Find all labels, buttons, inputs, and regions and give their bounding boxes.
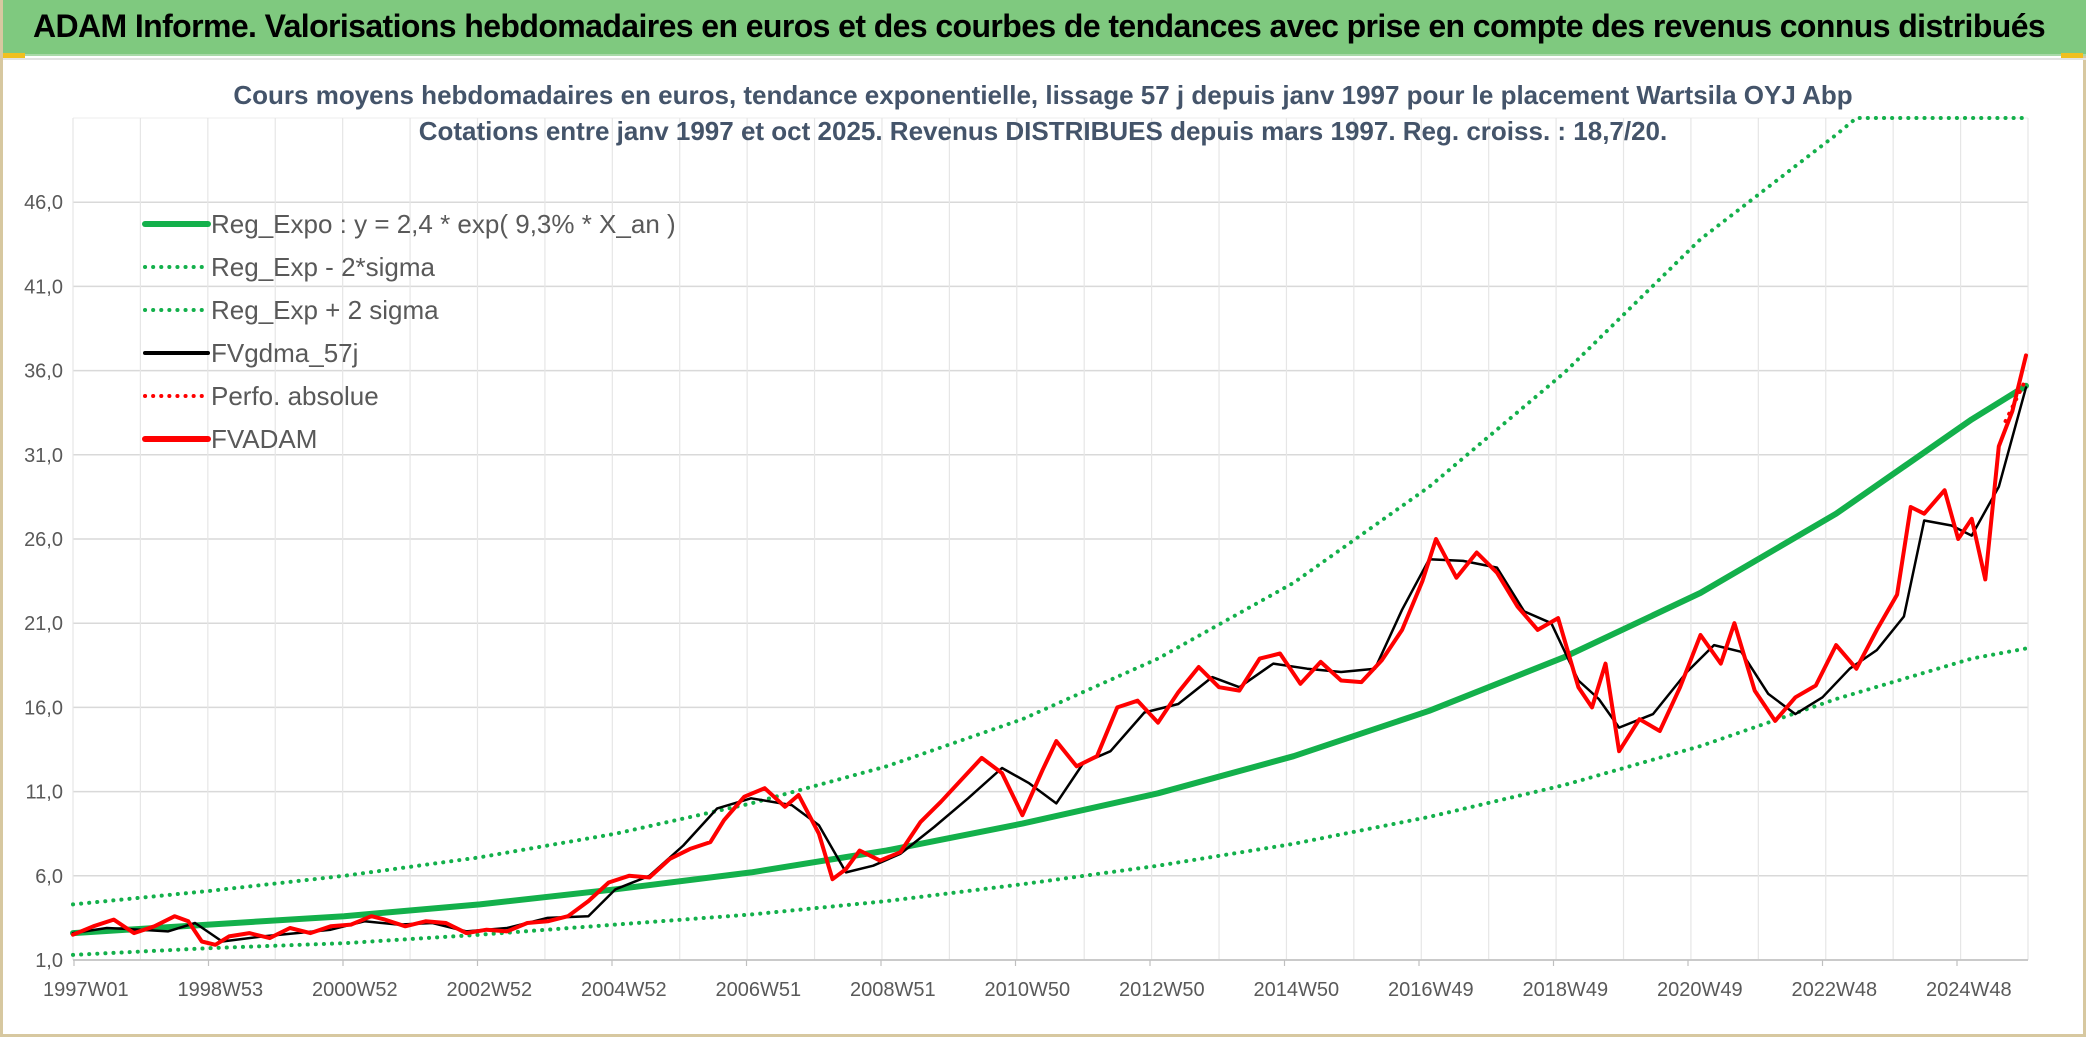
x-tick-label: 2000W52 [312, 979, 398, 1001]
x-tick-label: 2012W50 [1119, 979, 1205, 1001]
x-tick-label: 1997W01 [43, 979, 129, 1001]
series-lines [70, 116, 2029, 957]
x-tick-label: 2024W48 [1926, 979, 2012, 1001]
x-tick-label: 1998W53 [178, 979, 264, 1001]
corner-accent-right [2061, 53, 2083, 58]
y-tick-label: 46,0 [24, 192, 63, 214]
x-tick-label: 2006W51 [716, 979, 802, 1001]
y-tick-label: 1,0 [35, 950, 63, 972]
x-tick-label: 2014W50 [1254, 979, 1340, 1001]
series-line-2 [71, 116, 2028, 907]
report-banner: ADAM Informe. Valorisations hebdomadaire… [3, 0, 2086, 56]
y-tick-label: 41,0 [24, 276, 63, 298]
price-chart: 1,0 6,0 11,0 16,0 21,0 26,0 31,0 36,0 41,0 46,0 19… [24, 80, 2029, 1001]
y-tick-label: 36,0 [24, 361, 63, 383]
y-tick-label: 31,0 [24, 445, 63, 467]
x-tick-label: 2016W49 [1388, 979, 1474, 1001]
legend-label: FVgdma_57j [211, 338, 358, 368]
chart-container: 1,0 6,0 11,0 16,0 21,0 26,0 31,0 36,0 41,0 46,0 19… [3, 58, 2086, 1034]
y-tick-label: 11,0 [26, 782, 63, 804]
legend-label: Reg_Exp + 2 sigma [211, 295, 439, 325]
axes: 1,0 6,0 11,0 16,0 21,0 26,0 31,0 36,0 41,0 46,0 19… [24, 192, 2028, 1001]
chart-title-line: Cours moyens hebdomadaires en euros, ten… [233, 80, 1852, 110]
x-tick-label: 2002W52 [447, 979, 533, 1001]
y-tick-label: 6,0 [35, 866, 63, 888]
x-tick-label: 2020W49 [1657, 979, 1743, 1001]
x-tick-label: 2022W48 [1792, 979, 1878, 1001]
x-tick-label: 2008W51 [850, 979, 936, 1001]
x-tick-label: 2010W50 [985, 979, 1071, 1001]
series-line-5 [71, 353, 2028, 947]
chart-title: Cours moyens hebdomadaires en euros, ten… [233, 80, 1852, 146]
report-title: ADAM Informe. Valorisations hebdomadaire… [33, 8, 2046, 44]
x-tick-label: 2018W49 [1523, 979, 1609, 1001]
y-tick-label: 21,0 [24, 613, 63, 635]
legend-label: Reg_Exp - 2*sigma [211, 252, 436, 282]
chart-title-line: Cotations entre janv 1997 et oct 2025. R… [419, 116, 1668, 146]
corner-accent-left [3, 53, 25, 58]
legend-label: Perfo. absolue [211, 381, 379, 411]
series-line-0 [70, 382, 2029, 937]
y-tick-label: 16,0 [24, 697, 63, 719]
legend: Reg_Expo : y = 2,4 * exp( 9,3% * X_an ) R… [142, 209, 676, 454]
legend-label: Reg_Expo : y = 2,4 * exp( 9,3% * X_an ) [211, 209, 676, 239]
series-line-4 [2003, 377, 2028, 424]
y-tick-label: 26,0 [24, 529, 63, 551]
series-line-3 [71, 386, 2028, 943]
legend-label: FVADAM [211, 424, 317, 454]
grid [72, 117, 2029, 961]
x-tick-label: 2004W52 [581, 979, 667, 1001]
series-line-1 [71, 646, 2028, 957]
